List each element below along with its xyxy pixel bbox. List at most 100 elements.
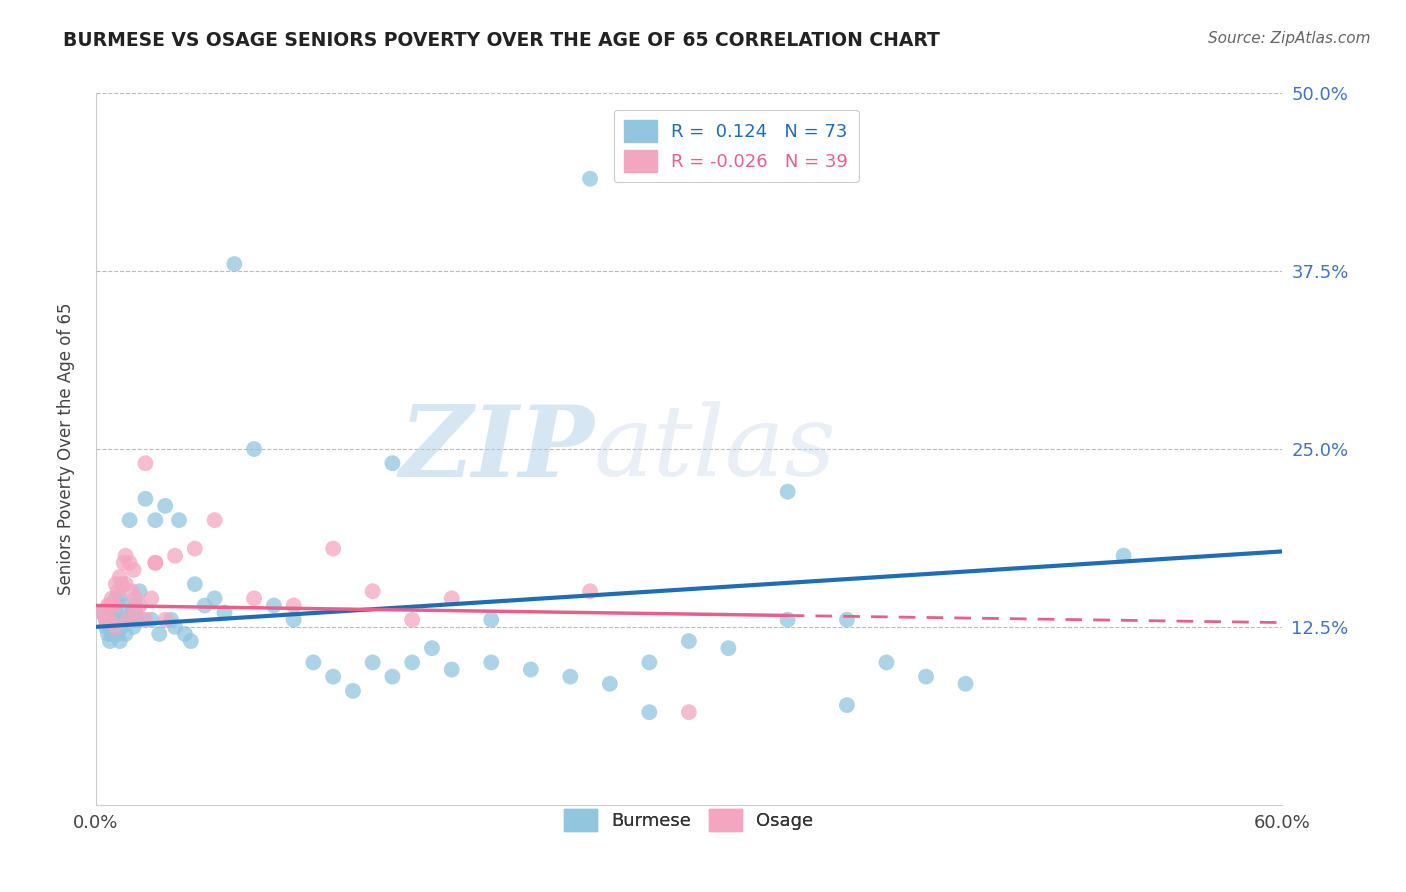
Point	[104, 577, 127, 591]
Point	[876, 656, 898, 670]
Point	[520, 663, 543, 677]
Point	[915, 670, 938, 684]
Point	[214, 606, 236, 620]
Point	[194, 599, 217, 613]
Point	[124, 599, 146, 613]
Point	[141, 591, 163, 606]
Point	[141, 613, 163, 627]
Point	[103, 620, 125, 634]
Point	[184, 541, 207, 556]
Point	[143, 513, 166, 527]
Point	[638, 705, 661, 719]
Point	[283, 599, 305, 613]
Point	[381, 456, 404, 470]
Point	[134, 613, 156, 627]
Point	[143, 556, 166, 570]
Point	[361, 656, 384, 670]
Text: BURMESE VS OSAGE SENIORS POVERTY OVER THE AGE OF 65 CORRELATION CHART: BURMESE VS OSAGE SENIORS POVERTY OVER TH…	[63, 31, 941, 50]
Point	[94, 613, 117, 627]
Point	[180, 634, 202, 648]
Point	[97, 599, 120, 613]
Point	[717, 641, 740, 656]
Point	[835, 698, 858, 712]
Point	[111, 620, 134, 634]
Point	[579, 171, 602, 186]
Point	[204, 591, 226, 606]
Point	[98, 599, 121, 613]
Point	[599, 677, 621, 691]
Point	[117, 613, 139, 627]
Point	[114, 627, 136, 641]
Point	[104, 591, 127, 606]
Point	[440, 591, 463, 606]
Point	[114, 549, 136, 563]
Point	[98, 634, 121, 648]
Point	[91, 606, 114, 620]
Text: atlas: atlas	[593, 401, 837, 497]
Point	[1112, 549, 1135, 563]
Point	[121, 584, 143, 599]
Point	[104, 620, 127, 634]
Point	[128, 599, 150, 613]
Point	[117, 613, 139, 627]
Point	[104, 606, 127, 620]
Point	[243, 442, 266, 456]
Point	[204, 513, 226, 527]
Point	[111, 577, 134, 591]
Point	[322, 541, 344, 556]
Point	[560, 670, 582, 684]
Point	[342, 684, 364, 698]
Point	[678, 634, 700, 648]
Point	[131, 613, 153, 627]
Point	[124, 606, 146, 620]
Point	[108, 634, 131, 648]
Point	[361, 584, 384, 599]
Point	[122, 563, 145, 577]
Point	[381, 670, 404, 684]
Point	[107, 584, 129, 599]
Point	[224, 257, 246, 271]
Point	[108, 570, 131, 584]
Point	[114, 599, 136, 613]
Point	[118, 513, 141, 527]
Point	[114, 577, 136, 591]
Point	[121, 606, 143, 620]
Point	[420, 641, 443, 656]
Point	[101, 591, 124, 606]
Text: ZIP: ZIP	[399, 401, 593, 497]
Point	[128, 584, 150, 599]
Point	[101, 613, 124, 627]
Point	[638, 656, 661, 670]
Point	[479, 613, 502, 627]
Point	[184, 577, 207, 591]
Legend: Burmese, Osage: Burmese, Osage	[557, 802, 821, 838]
Point	[322, 670, 344, 684]
Point	[776, 613, 799, 627]
Point	[243, 591, 266, 606]
Point	[118, 556, 141, 570]
Point	[112, 556, 135, 570]
Point	[401, 613, 423, 627]
Point	[440, 663, 463, 677]
Point	[124, 613, 146, 627]
Point	[91, 606, 114, 620]
Point	[174, 627, 197, 641]
Point	[94, 613, 117, 627]
Point	[108, 591, 131, 606]
Point	[103, 599, 125, 613]
Point	[124, 591, 146, 606]
Point	[283, 613, 305, 627]
Y-axis label: Seniors Poverty Over the Age of 65: Seniors Poverty Over the Age of 65	[58, 302, 75, 595]
Point	[776, 484, 799, 499]
Point	[101, 627, 124, 641]
Point	[479, 656, 502, 670]
Point	[94, 620, 117, 634]
Point	[103, 599, 125, 613]
Point	[835, 613, 858, 627]
Point	[98, 613, 121, 627]
Point	[401, 656, 423, 670]
Point	[134, 456, 156, 470]
Point	[579, 584, 602, 599]
Point	[143, 556, 166, 570]
Point	[160, 613, 183, 627]
